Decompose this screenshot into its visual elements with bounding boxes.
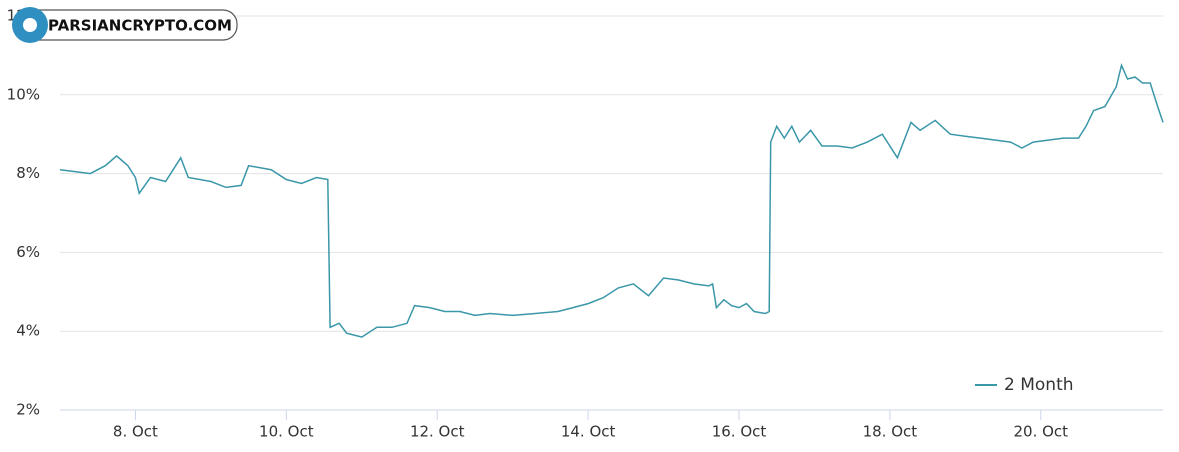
x-tick-label: 8. Oct [113, 423, 158, 441]
x-tick-label: 12. Oct [410, 423, 465, 441]
y-tick-label: 4% [16, 322, 40, 340]
y-tick-label: 8% [16, 164, 40, 182]
series-line [59, 62, 1164, 338]
watermark: PARSIANCRYPTO.COM [12, 7, 238, 43]
x-tick-label: 14. Oct [561, 423, 616, 441]
x-tick-label: 18. Oct [863, 423, 918, 441]
y-tick-label: 10% [7, 85, 40, 103]
x-tick-label: 16. Oct [712, 423, 767, 441]
y-tick-label: 6% [16, 243, 40, 261]
y-tick-label: 2% [16, 401, 40, 419]
watermark-icon-dot [23, 18, 37, 32]
watermark-text: PARSIANCRYPTO.COM [48, 17, 232, 35]
x-tick-label: 20. Oct [1013, 423, 1068, 441]
legend-label: 2 Month [1004, 375, 1074, 395]
x-tick-label: 10. Oct [259, 423, 314, 441]
